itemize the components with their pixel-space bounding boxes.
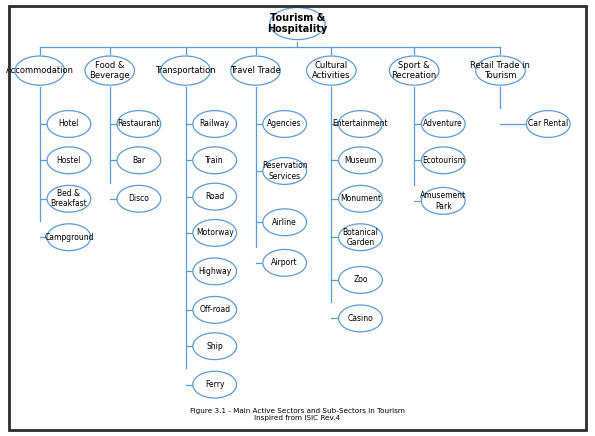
Ellipse shape xyxy=(421,187,465,215)
Ellipse shape xyxy=(527,111,570,137)
Text: Museum: Museum xyxy=(345,156,377,165)
Ellipse shape xyxy=(339,111,383,137)
Ellipse shape xyxy=(421,111,465,137)
Ellipse shape xyxy=(339,266,383,293)
Text: Hotel: Hotel xyxy=(59,119,79,129)
Text: Travel Trade: Travel Trade xyxy=(230,66,281,75)
Text: Adventure: Adventure xyxy=(424,119,463,129)
Text: Hostel: Hostel xyxy=(57,156,81,165)
Text: Ecotourism: Ecotourism xyxy=(422,156,465,165)
Text: Airline: Airline xyxy=(273,218,297,227)
Text: Sport &
Recreation: Sport & Recreation xyxy=(392,61,437,80)
Ellipse shape xyxy=(193,371,237,398)
Text: Off-road: Off-road xyxy=(199,305,230,314)
Ellipse shape xyxy=(193,258,237,285)
Text: Cultural
Activities: Cultural Activities xyxy=(312,61,350,80)
Ellipse shape xyxy=(475,56,525,85)
Ellipse shape xyxy=(15,56,64,85)
Text: Motorway: Motorway xyxy=(196,228,234,238)
Text: Figure 3.1 - Main Active Sectors and Sub-Sectors in Tourism
Inspired from ISIC R: Figure 3.1 - Main Active Sectors and Sub… xyxy=(190,408,405,421)
Text: Airport: Airport xyxy=(271,259,298,267)
Ellipse shape xyxy=(263,157,306,184)
Text: Ferry: Ferry xyxy=(205,380,224,389)
Text: Entertainment: Entertainment xyxy=(333,119,389,129)
Ellipse shape xyxy=(270,7,325,40)
Ellipse shape xyxy=(263,111,306,137)
Ellipse shape xyxy=(263,209,306,236)
Ellipse shape xyxy=(389,56,439,85)
Ellipse shape xyxy=(117,185,161,212)
Ellipse shape xyxy=(85,56,134,85)
Text: Retail Trade in
Tourism: Retail Trade in Tourism xyxy=(471,61,530,80)
Text: Highway: Highway xyxy=(198,267,231,276)
Ellipse shape xyxy=(117,147,161,174)
Text: Agencies: Agencies xyxy=(267,119,302,129)
Text: Accommodation: Accommodation xyxy=(6,66,74,75)
Ellipse shape xyxy=(117,111,161,137)
Text: Botanical
Garden: Botanical Garden xyxy=(343,228,378,247)
Ellipse shape xyxy=(306,56,356,85)
Ellipse shape xyxy=(193,333,237,360)
Text: Train: Train xyxy=(205,156,224,165)
Ellipse shape xyxy=(263,249,306,276)
Text: Bar: Bar xyxy=(132,156,145,165)
Text: Casino: Casino xyxy=(347,314,373,323)
Ellipse shape xyxy=(339,224,383,251)
Ellipse shape xyxy=(193,111,237,137)
Ellipse shape xyxy=(161,56,210,85)
Ellipse shape xyxy=(47,185,91,212)
Text: Tourism &
Hospitality: Tourism & Hospitality xyxy=(267,13,328,34)
Text: Monument: Monument xyxy=(340,194,381,203)
Ellipse shape xyxy=(231,56,280,85)
Text: Disco: Disco xyxy=(129,194,149,203)
Text: Transportation: Transportation xyxy=(155,66,216,75)
Ellipse shape xyxy=(47,111,91,137)
Text: Food &
Beverage: Food & Beverage xyxy=(89,61,130,80)
Text: Bed &
Breakfast: Bed & Breakfast xyxy=(51,189,87,208)
Text: Restaurant: Restaurant xyxy=(118,119,160,129)
Text: Ship: Ship xyxy=(206,342,223,351)
Text: Road: Road xyxy=(205,192,224,201)
Text: Car Rental: Car Rental xyxy=(528,119,568,129)
Ellipse shape xyxy=(193,220,237,246)
Text: Campground: Campground xyxy=(44,233,93,242)
Text: Reservation
Services: Reservation Services xyxy=(262,161,308,181)
Text: Amusement
Park: Amusement Park xyxy=(420,191,466,211)
Text: Zoo: Zoo xyxy=(353,276,368,284)
Ellipse shape xyxy=(339,305,383,332)
Ellipse shape xyxy=(193,183,237,210)
Ellipse shape xyxy=(193,147,237,174)
Ellipse shape xyxy=(339,147,383,174)
Ellipse shape xyxy=(193,296,237,323)
Ellipse shape xyxy=(47,224,91,251)
Text: Railway: Railway xyxy=(200,119,230,129)
Ellipse shape xyxy=(339,185,383,212)
Ellipse shape xyxy=(47,147,91,174)
Ellipse shape xyxy=(421,147,465,174)
